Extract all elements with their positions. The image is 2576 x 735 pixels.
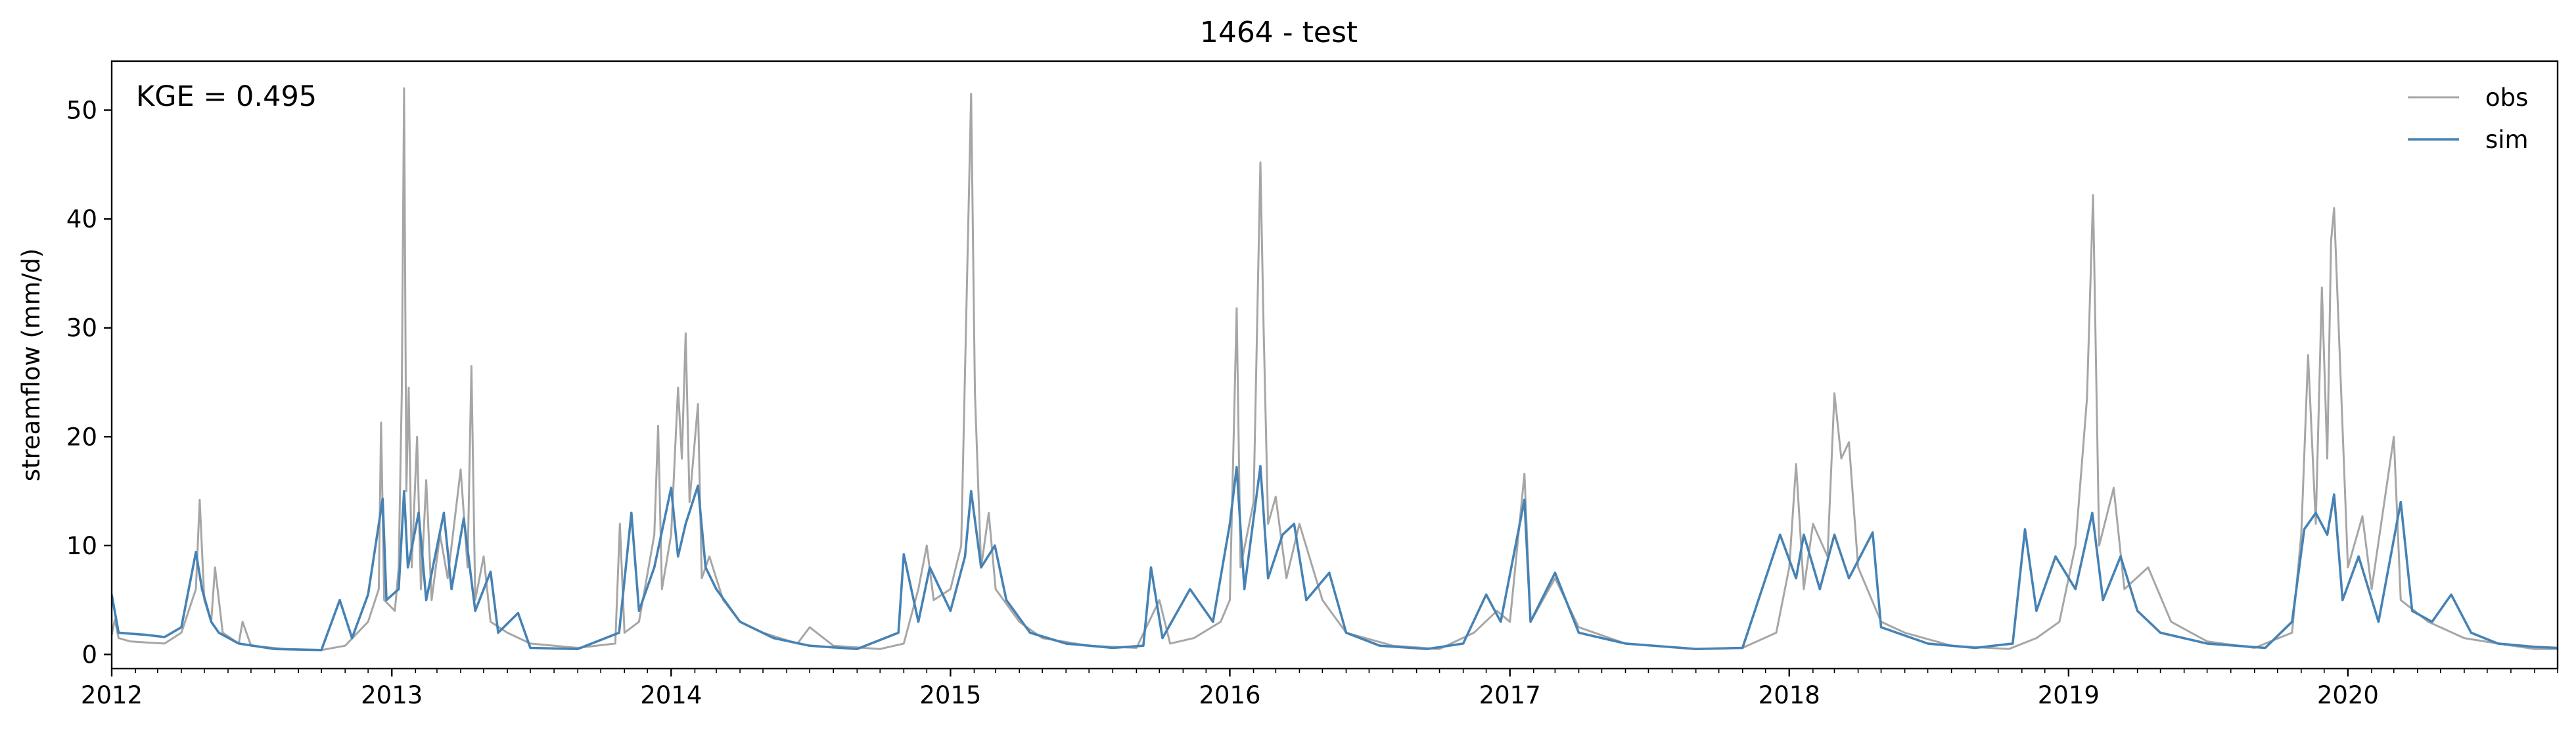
x-tick-label: 2018: [1759, 681, 1820, 709]
x-axis: 2012 2013 2014 2015 2016 2017 2018 2019 2020: [81, 669, 2558, 709]
y-tick-label: 20: [66, 423, 97, 451]
y-tick-label: 40: [66, 205, 97, 233]
y-tick-label: 30: [66, 314, 97, 343]
x-tick-label: 2013: [361, 681, 423, 709]
x-tick-label: 2017: [1479, 681, 1541, 709]
x-tick-label: 2014: [640, 681, 702, 709]
kge-annotation: KGE = 0.495: [136, 80, 317, 113]
y-axis-label: streamflow (mm/d): [17, 249, 45, 482]
x-tick-label: 2012: [81, 681, 143, 709]
series-line-sim: [112, 465, 2558, 652]
series-layer: [112, 87, 2558, 652]
legend-label-obs: obs: [2485, 83, 2528, 112]
chart-title: 1464 - test: [1200, 16, 1358, 49]
plot-area: [110, 60, 2559, 670]
legend: obs sim: [2408, 83, 2529, 154]
x-tick-label: 2019: [2038, 681, 2100, 709]
x-tick-label: 2020: [2317, 681, 2379, 709]
y-tick-label: 0: [81, 640, 97, 669]
x-tick-label: 2015: [919, 681, 981, 709]
x-tick-label: 2016: [1199, 681, 1260, 709]
series-line-obs: [112, 87, 2558, 652]
plot-frame: [110, 60, 2559, 670]
y-axis: 0 10 20 30 40 50: [66, 97, 112, 669]
y-tick-label: 50: [66, 97, 97, 125]
legend-label-sim: sim: [2485, 126, 2529, 154]
y-tick-label: 10: [66, 532, 97, 560]
